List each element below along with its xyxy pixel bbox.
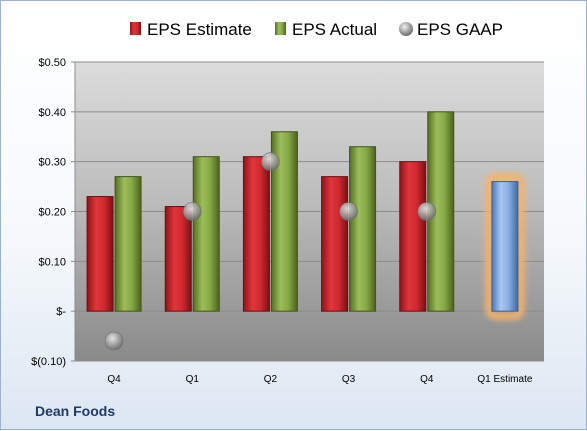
legend-swatch-eps-actual	[275, 22, 286, 35]
x-tick-label: Q1 Estimate	[477, 374, 532, 385]
y-axis-ticks: $0.50 $0.40 $0.30 $0.20 $0.10 $- $(0.10)	[31, 57, 66, 368]
x-tick-label: Q4	[420, 374, 434, 385]
forecast-bar	[491, 181, 519, 312]
eps-gaap-marker	[104, 331, 124, 351]
eps-actual-bar	[192, 156, 220, 312]
y-tick-label: $(0.10)	[31, 356, 66, 368]
eps-gaap-marker	[182, 202, 202, 221]
legend-label-eps-gaap: EPS GAAP	[417, 20, 503, 39]
eps-estimate-bar	[164, 206, 192, 312]
chart-legend: EPS Estimate EPS Actual EPS GAAP	[130, 20, 503, 39]
legend-label-eps-actual: EPS Actual	[292, 20, 377, 39]
y-tick-label: $0.40	[38, 107, 66, 119]
y-tick-label: $0.30	[38, 157, 66, 169]
eps-gaap-marker	[417, 202, 437, 221]
gridlines	[71, 61, 544, 362]
eps-estimate-bar	[399, 161, 427, 312]
gaap-markers	[104, 152, 437, 351]
eps-estimate-bar	[242, 156, 270, 312]
y-tick-label: $0.20	[38, 207, 66, 219]
eps-actual-bar	[349, 146, 377, 312]
legend-swatch-eps-gaap	[399, 22, 413, 36]
forecast-highlight	[485, 173, 525, 320]
eps-estimate-bar	[86, 196, 114, 312]
x-tick-label: Q2	[264, 374, 278, 385]
eps-estimate-bar	[321, 176, 349, 312]
eps-actual-bar	[114, 176, 142, 312]
eps-gaap-marker	[339, 202, 358, 221]
y-tick-label: $0.10	[38, 256, 66, 268]
x-tick-label: Q4	[107, 374, 121, 385]
x-tick-label: Q3	[342, 374, 356, 385]
y-tick-label: $0.50	[38, 57, 66, 69]
x-axis-ticks: Q4 Q1 Q2 Q3 Q4 Q1 Estimate	[107, 374, 532, 385]
company-name: Dean Foods	[35, 403, 116, 419]
y-tick-label: $-	[56, 306, 66, 318]
legend-label-eps-estimate: EPS Estimate	[147, 20, 252, 39]
x-tick-label: Q1	[186, 374, 200, 385]
legend-swatch-eps-estimate	[130, 22, 141, 35]
eps-gaap-marker	[261, 152, 280, 171]
